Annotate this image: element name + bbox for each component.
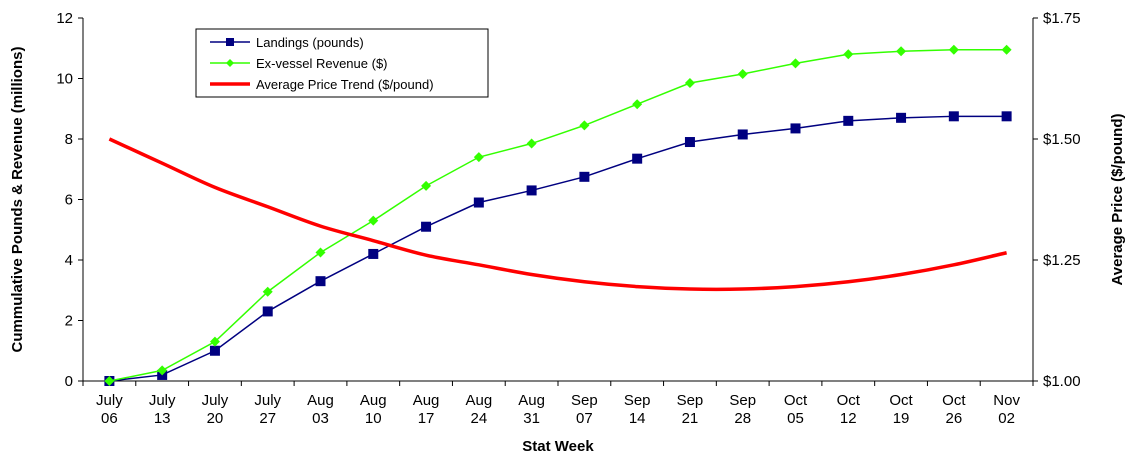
data-point: [1001, 111, 1012, 122]
data-point: [262, 306, 273, 317]
legend-marker: [226, 38, 234, 46]
series-line: [109, 115, 1007, 382]
data-point: [209, 336, 220, 347]
x-tick-label: July 27: [254, 392, 281, 427]
data-point: [526, 138, 537, 149]
y-tick-label: 2: [65, 313, 73, 330]
x-tick-label: Sep 07: [571, 392, 598, 427]
data-point: [948, 44, 959, 55]
data-point: [315, 247, 326, 258]
data-point: [157, 365, 168, 376]
series-line: [108, 137, 1008, 292]
series-lines: [104, 44, 1012, 386]
x-tick-label: Sep 21: [677, 392, 704, 427]
y-tick-label: 6: [65, 192, 73, 209]
series-2: [108, 137, 1008, 292]
data-point: [421, 221, 432, 232]
series-1: [104, 44, 1012, 386]
legend-marker: [226, 59, 234, 67]
data-point: [737, 68, 748, 79]
x-tick-label: Oct 12: [837, 392, 861, 427]
x-tick-label: Aug 10: [360, 392, 387, 427]
data-point: [473, 197, 484, 208]
data-point: [843, 115, 854, 126]
legend: Landings (pounds) Ex-vessel Revenue ($) Av…: [195, 28, 489, 98]
data-point: [262, 286, 273, 297]
data-point: [843, 49, 854, 60]
data-point: [790, 123, 801, 134]
x-axis-title: Stat Week: [522, 438, 594, 455]
data-point: [737, 129, 748, 140]
y2-tick-label: $1.50: [1043, 131, 1081, 148]
data-point: [368, 215, 379, 226]
series-0: [104, 111, 1012, 386]
data-point: [421, 180, 432, 191]
x-tick-label: July 20: [202, 392, 229, 427]
y-axis-title: Cummulative Pounds & Revenue (millions): [9, 47, 26, 353]
data-point: [315, 276, 326, 287]
data-point: [526, 185, 537, 196]
x-tick-label: Nov 02: [993, 392, 1020, 427]
data-point: [790, 58, 801, 69]
series-line: [109, 49, 1007, 382]
y2-axis-title: Average Price ($/pound): [1109, 114, 1126, 286]
data-point: [1001, 44, 1012, 55]
y2-tick-label: $1.00: [1043, 373, 1081, 390]
data-point: [579, 120, 590, 131]
legend-label: Landings (pounds): [256, 35, 364, 50]
x-tick-label: Aug 31: [518, 392, 545, 427]
data-point: [632, 153, 643, 164]
data-point: [368, 248, 379, 259]
data-point: [104, 376, 115, 386]
x-tick-label: Oct 19: [889, 392, 913, 427]
y2-tick-label: $1.25: [1043, 252, 1081, 269]
data-point: [632, 99, 643, 110]
legend-label: Average Price Trend ($/pound): [256, 77, 434, 92]
x-tick-label: July 06: [96, 392, 123, 427]
y-tick-label: 8: [65, 131, 73, 148]
y-tick-label: 10: [56, 71, 73, 88]
legend-label: Ex-vessel Revenue ($): [256, 56, 388, 71]
data-point: [896, 46, 907, 57]
x-tick-label: Aug 24: [465, 392, 492, 427]
data-point: [684, 78, 695, 89]
data-point: [579, 171, 590, 182]
x-tick-label: July 13: [149, 392, 176, 427]
data-point: [684, 137, 695, 148]
y-tick-label: 12: [56, 10, 73, 27]
axes: 0 2 4 6 8 10 12 $1.00 $1.25 $1.50 $1.75 July 06 July 1…: [56, 10, 1080, 427]
y-tick-label: 4: [65, 252, 73, 269]
data-point: [209, 345, 220, 356]
x-tick-label: Sep 14: [624, 392, 651, 427]
y-tick-label: 0: [65, 373, 73, 390]
data-point: [896, 112, 907, 123]
x-tick-label: Aug 17: [413, 392, 440, 427]
x-tick-label: Oct 05: [784, 392, 808, 427]
data-point: [948, 111, 959, 122]
data-point: [473, 152, 484, 163]
y2-tick-label: $1.75: [1043, 10, 1081, 27]
x-tick-label: Aug 03: [307, 392, 334, 427]
x-tick-label: Oct 26: [942, 392, 966, 427]
x-tick-label: Sep 28: [729, 392, 756, 427]
